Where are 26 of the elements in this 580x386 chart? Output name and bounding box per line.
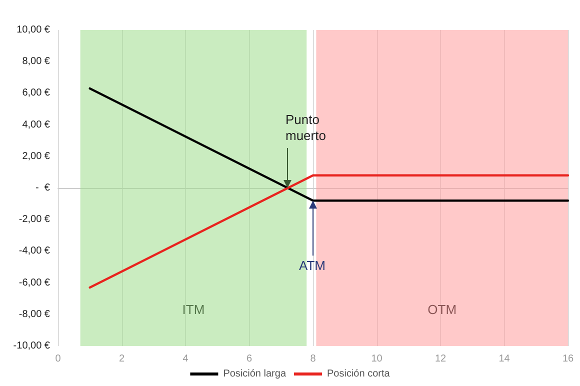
- annotation: ATM: [299, 258, 326, 274]
- legend-label: Posición larga: [223, 368, 286, 380]
- x-tick-label: 12: [434, 354, 446, 364]
- x-tick-label: 0: [55, 354, 62, 364]
- x-tick-label: 2: [118, 354, 125, 364]
- y-tick-label: -2,00 €: [18, 214, 50, 226]
- x-tick-label: 16: [562, 354, 574, 364]
- x-tick-label: 8: [310, 354, 316, 364]
- y-tick-label: 8,00 €: [22, 56, 50, 68]
- band-label: ITM: [182, 302, 205, 317]
- band-label: OTM: [428, 302, 457, 317]
- y-tick-label: -6,00 €: [18, 277, 50, 288]
- y-tick-label: 4,00 €: [22, 119, 50, 130]
- x-tick-label: 14: [498, 354, 510, 364]
- annotation: Punto muerto: [286, 112, 327, 144]
- x-tick-label: 4: [182, 354, 189, 364]
- y-tick-label: -8,00 €: [18, 308, 50, 320]
- y-tick-label: -10,00 €: [13, 340, 50, 352]
- x-tick-label: 10: [371, 354, 383, 364]
- y-tick-label: -4,00 €: [18, 246, 50, 257]
- y-tick-label: 2,00 €: [22, 150, 50, 162]
- x-tick-label: 6: [246, 354, 252, 364]
- y-tick-label: 10,00 €: [16, 24, 50, 36]
- y-tick-label: - €: [32, 182, 50, 194]
- y-tick-label: 6,00 €: [22, 88, 50, 99]
- legend-label: Posición corta: [327, 368, 390, 380]
